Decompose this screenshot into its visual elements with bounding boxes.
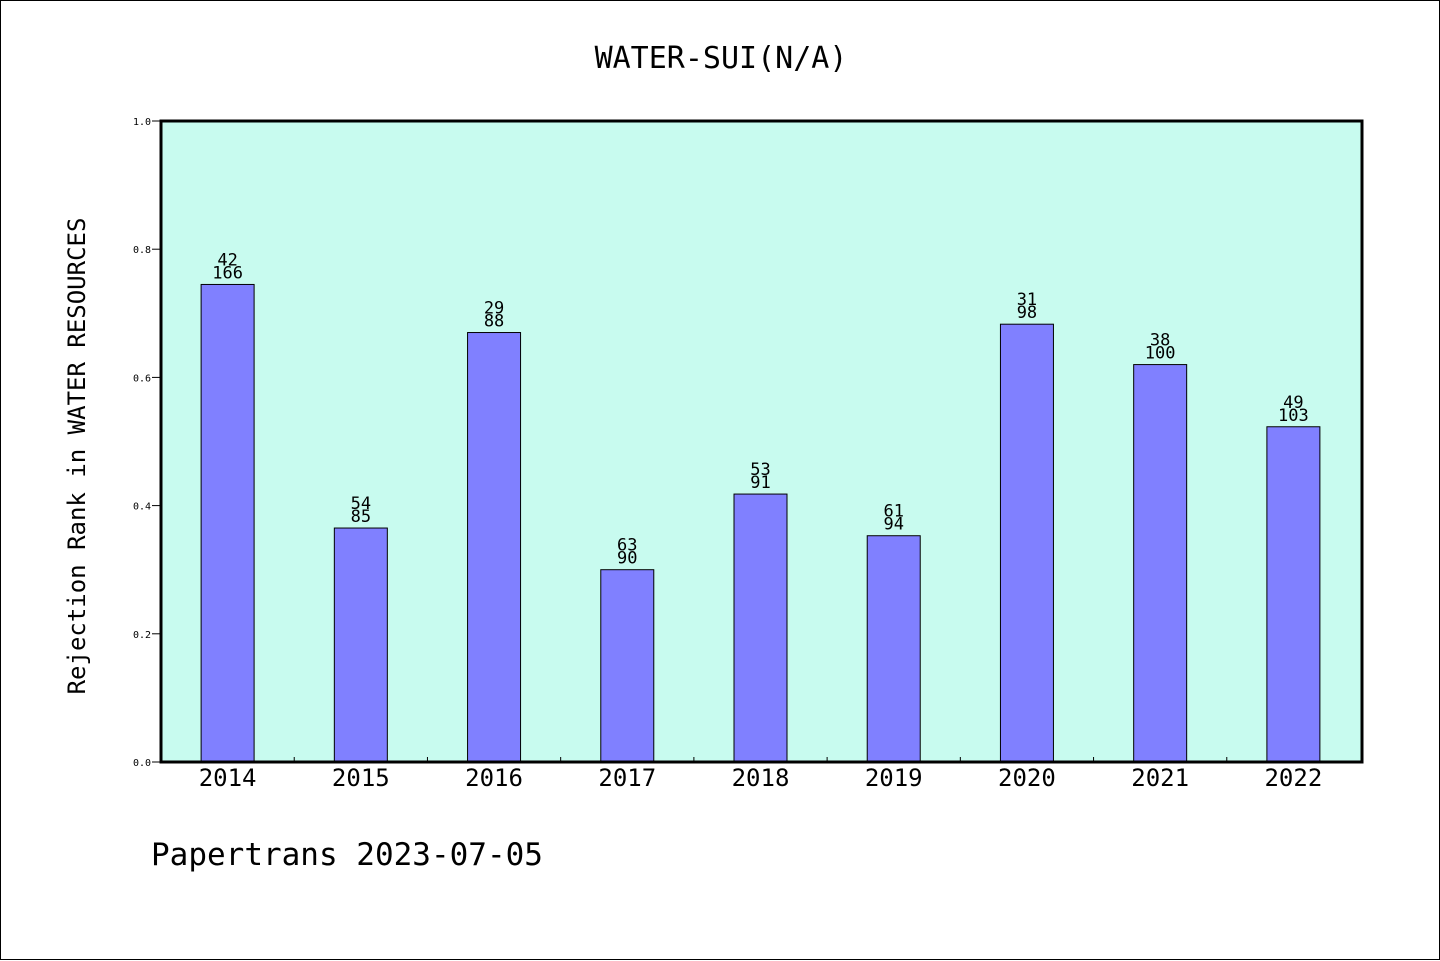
bar-2021 <box>1133 364 1188 763</box>
bar-label-bottom-2018: 91 <box>750 473 770 493</box>
bar-label-top-2020: 31 <box>1017 290 1037 310</box>
y-tick-label-5: 1.0 <box>133 117 151 128</box>
bar-label-top-2014: 42 <box>217 250 237 270</box>
bar-label-bottom-2016: 88 <box>484 312 504 332</box>
x-axis-ticks: 2014 2015 2016 2017 2018 2019 2020 2021 2022 <box>199 757 1322 792</box>
x-tick-label-2016: 2016 <box>465 764 523 792</box>
bar-2017 <box>600 569 655 763</box>
x-tick-label-2022: 2022 <box>1264 764 1322 792</box>
bar-2022 <box>1266 426 1321 763</box>
bar-label-bottom-2014: 166 <box>212 263 243 283</box>
x-tick-label-2014: 2014 <box>199 764 257 792</box>
x-tick-label-2015: 2015 <box>332 764 390 792</box>
y-tick-label-4: 0.8 <box>133 245 151 256</box>
x-tick-label-2017: 2017 <box>598 764 656 792</box>
y-axis-label: Rejection Rank in WATER RESOURCES <box>63 218 91 695</box>
bar-2019 <box>866 535 921 763</box>
y-tick-label-0: 0.0 <box>133 758 151 769</box>
x-tick-label-2019: 2019 <box>865 764 923 792</box>
bar-2015 <box>333 527 388 763</box>
y-tick-label-2: 0.4 <box>133 502 151 513</box>
bar-label-top-2016: 29 <box>484 299 504 319</box>
bar-label-bottom-2019: 94 <box>883 515 903 535</box>
bar-label-top-2018: 53 <box>750 460 770 480</box>
x-tick-label-2018: 2018 <box>732 764 790 792</box>
footer-text: Papertrans 2023-07-05 <box>151 837 543 873</box>
bar-label-bottom-2022: 103 <box>1278 406 1309 426</box>
bar-label-top-2015: 54 <box>351 494 371 514</box>
x-tick-label-2021: 2021 <box>1131 764 1189 792</box>
bar-label-top-2022: 49 <box>1283 393 1303 413</box>
bar-2016 <box>467 332 522 763</box>
bar-label-top-2019: 61 <box>883 502 903 522</box>
bar-2014 <box>200 283 255 763</box>
plot-border <box>159 119 1364 764</box>
y-axis-ticks: 0.0 0.2 0.4 0.6 0.8 1.0 <box>133 117 161 769</box>
chart-title: WATER-SUI(N/A) <box>595 41 848 76</box>
y-tick-label-3: 0.6 <box>133 373 151 384</box>
bar-label-top-2017: 63 <box>617 536 637 556</box>
bar-2018 <box>733 493 788 763</box>
y-tick-label-1: 0.2 <box>133 630 151 641</box>
x-tick-label-2020: 2020 <box>998 764 1056 792</box>
bar-label-bottom-2015: 85 <box>351 507 371 527</box>
bar-label-bottom-2017: 90 <box>617 549 637 569</box>
bar-label-top-2021: 38 <box>1150 331 1170 351</box>
bar-label-bottom-2021: 100 <box>1145 344 1176 364</box>
bar-label-bottom-2020: 98 <box>1017 303 1037 323</box>
bar-2020 <box>999 323 1054 763</box>
